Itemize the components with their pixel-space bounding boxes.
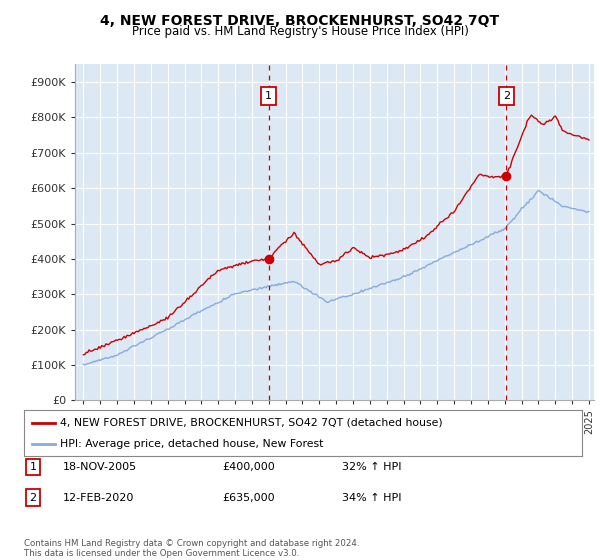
Text: £400,000: £400,000 (222, 462, 275, 472)
Text: 1: 1 (29, 462, 37, 472)
Text: 4, NEW FOREST DRIVE, BROCKENHURST, SO42 7QT (detached house): 4, NEW FOREST DRIVE, BROCKENHURST, SO42 … (60, 418, 443, 428)
Text: 2: 2 (503, 91, 510, 101)
Text: 1: 1 (265, 91, 272, 101)
Text: Price paid vs. HM Land Registry's House Price Index (HPI): Price paid vs. HM Land Registry's House … (131, 25, 469, 38)
Text: Contains HM Land Registry data © Crown copyright and database right 2024.
This d: Contains HM Land Registry data © Crown c… (24, 539, 359, 558)
Text: 18-NOV-2005: 18-NOV-2005 (63, 462, 137, 472)
Text: 2: 2 (29, 493, 37, 503)
Text: 4, NEW FOREST DRIVE, BROCKENHURST, SO42 7QT: 4, NEW FOREST DRIVE, BROCKENHURST, SO42 … (100, 14, 500, 28)
Text: HPI: Average price, detached house, New Forest: HPI: Average price, detached house, New … (60, 439, 323, 449)
Text: 12-FEB-2020: 12-FEB-2020 (63, 493, 134, 503)
Text: 32% ↑ HPI: 32% ↑ HPI (342, 462, 401, 472)
Text: £635,000: £635,000 (222, 493, 275, 503)
Text: 34% ↑ HPI: 34% ↑ HPI (342, 493, 401, 503)
